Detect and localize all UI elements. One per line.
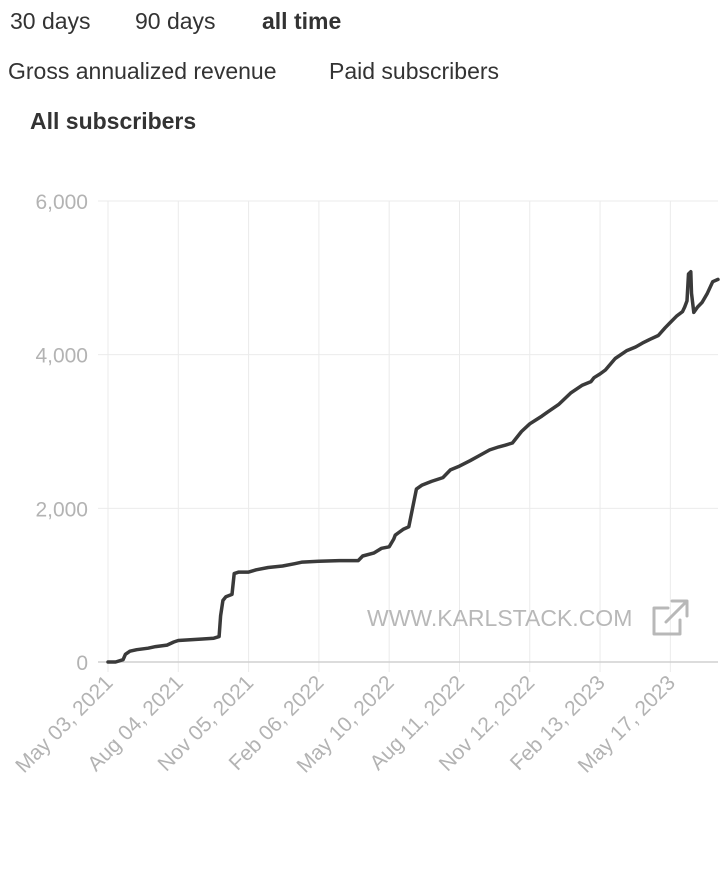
- y-tick-label: 0: [76, 652, 88, 675]
- tab-all-subscribers[interactable]: All subscribers: [30, 108, 197, 134]
- tab-paid-subscribers[interactable]: Paid subscribers: [329, 58, 500, 84]
- tab-all-time[interactable]: all time: [262, 8, 342, 34]
- tab-90-days[interactable]: 90 days: [135, 8, 216, 34]
- watermark-text: WWW.KARLSTACK.COM: [367, 605, 632, 631]
- y-axis-tick-labels: 0 2,000 4,000 6,000: [35, 191, 88, 675]
- external-link-icon: [652, 599, 689, 636]
- series-line-all-subscribers: [106, 269, 720, 664]
- y-tick-label: 4,000: [35, 345, 88, 368]
- watermark: WWW.KARLSTACK.COM: [367, 599, 689, 636]
- vertical-gridlines: [107, 201, 671, 672]
- tab-30-days[interactable]: 30 days: [10, 8, 91, 34]
- horizontal-gridlines: [98, 200, 718, 663]
- tab-gross-annualized-revenue[interactable]: Gross annualized revenue: [8, 58, 277, 84]
- y-tick-label: 2,000: [35, 498, 88, 521]
- y-tick-label: 6,000: [35, 191, 88, 214]
